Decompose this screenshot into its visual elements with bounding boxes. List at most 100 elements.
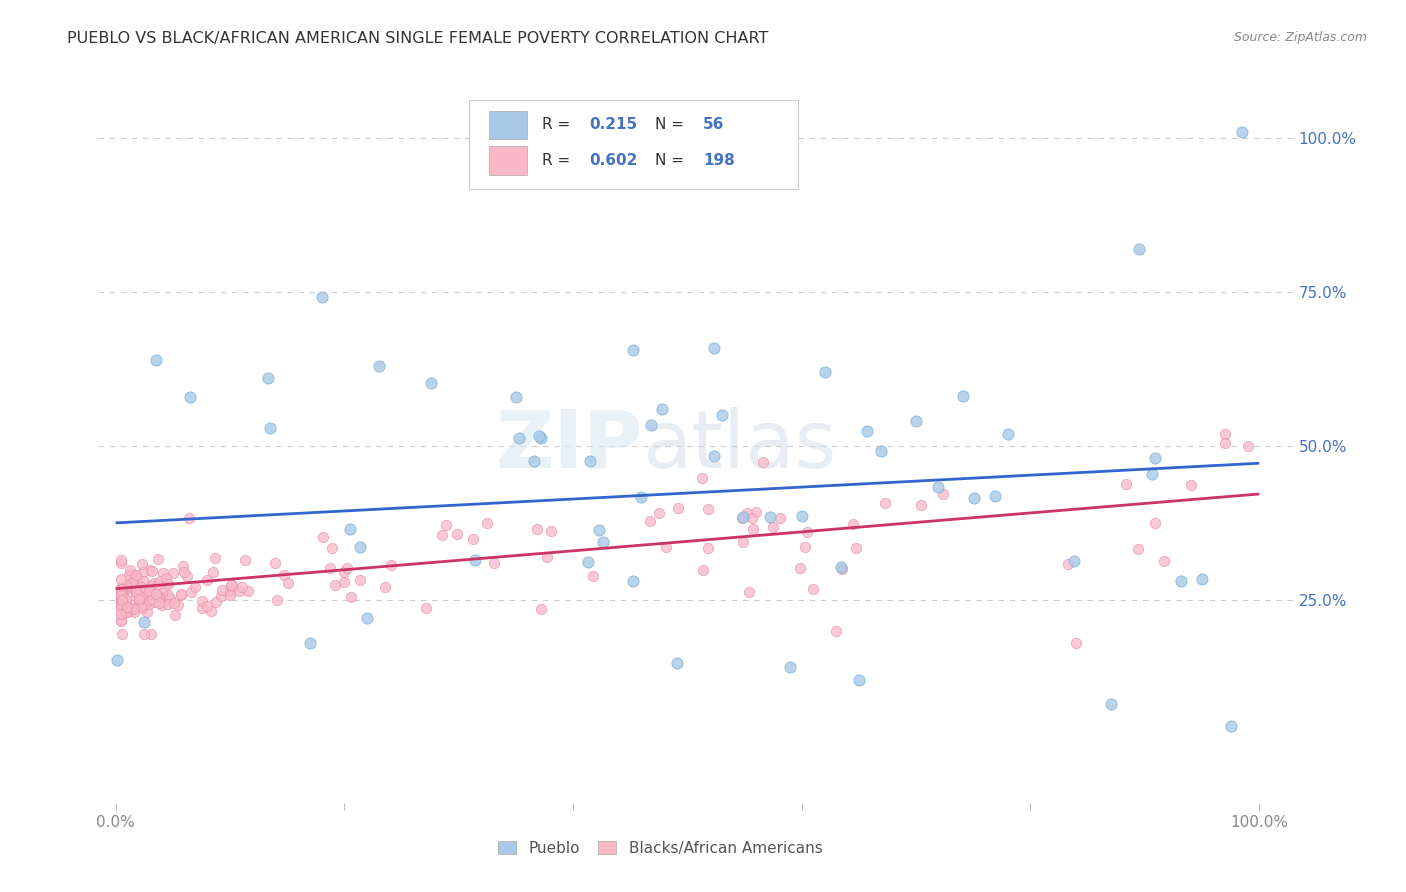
Point: [110, 587, 132, 601]
Point: [110, 572, 132, 586]
Point: [277, 576, 299, 591]
Point: [191, 594, 214, 608]
Point: [264, 556, 287, 570]
Point: [221, 578, 243, 592]
Point: [125, 570, 148, 584]
Point: [692, 471, 714, 485]
Point: [150, 586, 173, 600]
Point: [122, 602, 145, 616]
Point: [1063, 554, 1085, 568]
Point: [165, 608, 187, 623]
Point: [801, 582, 824, 596]
Point: [149, 574, 172, 589]
Point: [856, 425, 879, 439]
Point: [110, 596, 132, 610]
Point: [115, 578, 138, 592]
Point: [869, 444, 891, 458]
Point: [136, 605, 159, 619]
Point: [1057, 558, 1080, 572]
Point: [177, 511, 200, 525]
Point: [191, 601, 214, 615]
Point: [735, 506, 758, 520]
Point: [321, 541, 343, 556]
FancyBboxPatch shape: [489, 111, 527, 139]
Point: [110, 556, 132, 570]
Point: [157, 577, 180, 591]
Point: [148, 590, 170, 604]
Point: [211, 582, 233, 597]
Point: [218, 582, 240, 596]
Point: [1140, 467, 1163, 482]
Point: [114, 582, 136, 596]
Point: [110, 601, 132, 615]
Point: [125, 585, 148, 599]
Point: [218, 588, 240, 602]
Point: [166, 598, 188, 612]
Point: [845, 541, 868, 556]
Point: [380, 558, 402, 572]
Point: [110, 591, 132, 605]
Point: [118, 568, 141, 582]
Point: [654, 540, 676, 554]
Point: [484, 556, 506, 570]
Point: [138, 597, 160, 611]
Point: [138, 583, 160, 598]
Point: [759, 510, 782, 524]
Point: [508, 431, 530, 445]
Point: [111, 593, 134, 607]
Point: [129, 586, 152, 600]
Point: [333, 574, 356, 589]
Point: [1230, 125, 1253, 139]
Point: [121, 566, 143, 581]
Point: [114, 605, 136, 619]
Point: [148, 576, 170, 591]
Point: [1064, 636, 1087, 650]
Point: [143, 595, 166, 609]
Point: [132, 615, 155, 629]
Point: [110, 613, 132, 627]
Point: [134, 598, 156, 612]
FancyBboxPatch shape: [489, 146, 527, 175]
Point: [159, 591, 181, 605]
Point: [128, 577, 150, 591]
Point: [176, 568, 198, 582]
Point: [311, 290, 333, 304]
Point: [155, 589, 177, 603]
Point: [1191, 572, 1213, 586]
Point: [148, 596, 170, 610]
Point: [121, 601, 143, 615]
Point: [125, 591, 148, 605]
Point: [179, 390, 201, 404]
Text: ZIP: ZIP: [495, 407, 643, 485]
Point: [128, 592, 150, 607]
Point: [697, 501, 720, 516]
Point: [905, 414, 928, 428]
Point: [152, 566, 174, 580]
Point: [129, 590, 152, 604]
Point: [420, 376, 443, 390]
Point: [530, 602, 553, 616]
Point: [145, 587, 167, 601]
Point: [228, 584, 250, 599]
Point: [1115, 476, 1137, 491]
Point: [138, 592, 160, 607]
Point: [146, 589, 169, 603]
Point: [463, 532, 485, 546]
Point: [219, 583, 242, 598]
Point: [124, 584, 146, 599]
Point: [325, 577, 347, 591]
Text: N =: N =: [655, 118, 689, 132]
Point: [741, 511, 763, 525]
Point: [266, 593, 288, 607]
Point: [233, 552, 256, 566]
Point: [830, 560, 852, 574]
Point: [110, 581, 132, 595]
Point: [952, 389, 974, 403]
Text: PUEBLO VS BLACK/AFRICAN AMERICAN SINGLE FEMALE POVERTY CORRELATION CHART: PUEBLO VS BLACK/AFRICAN AMERICAN SINGLE …: [67, 31, 769, 46]
Point: [648, 506, 671, 520]
Text: Source: ZipAtlas.com: Source: ZipAtlas.com: [1233, 31, 1367, 45]
Point: [273, 568, 295, 582]
Point: [257, 371, 280, 385]
Point: [209, 589, 232, 603]
Point: [349, 574, 371, 588]
